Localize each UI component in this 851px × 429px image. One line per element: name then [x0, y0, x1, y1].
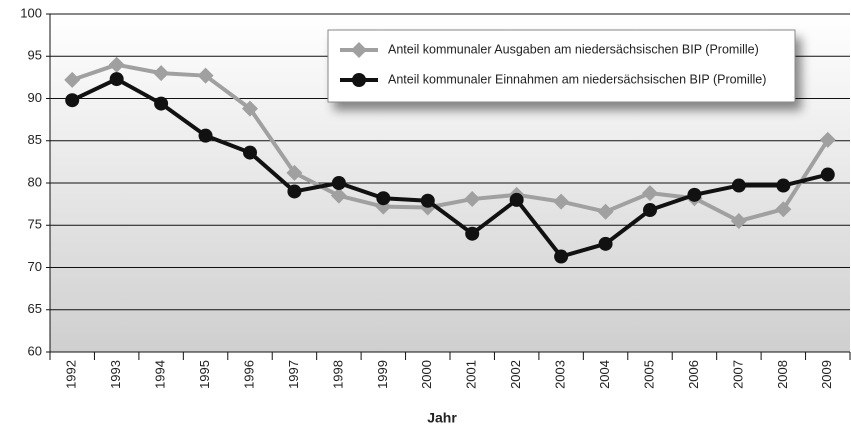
y-tick-label: 100 — [20, 5, 42, 20]
marker — [687, 187, 702, 202]
marker — [286, 164, 303, 181]
legend-box — [327, 29, 796, 103]
marker — [331, 176, 346, 190]
marker — [376, 191, 391, 206]
marker — [597, 203, 614, 220]
legend-marker — [351, 42, 367, 58]
marker — [287, 184, 302, 199]
y-tick-label: 90 — [28, 90, 42, 105]
marker — [553, 193, 570, 210]
marker — [65, 93, 80, 108]
series-line — [71, 77, 829, 259]
marker — [243, 145, 257, 160]
x-tick-label: 2007 — [730, 360, 745, 389]
y-tick-label: 60 — [28, 343, 42, 358]
marker — [109, 72, 124, 87]
legend-marker — [352, 73, 366, 87]
marker — [330, 187, 347, 204]
marker — [64, 71, 81, 88]
legend: Anteil kommunaler Ausgaben am niedersäch… — [327, 29, 796, 103]
marker — [775, 201, 792, 218]
x-tick-label: 1994 — [153, 360, 168, 389]
marker — [820, 167, 835, 182]
x-tick-label: 1992 — [64, 360, 79, 389]
marker — [776, 178, 791, 193]
marker — [643, 203, 657, 218]
x-tick-label: 1993 — [108, 360, 123, 389]
marker — [819, 131, 836, 148]
y-tick-label: 80 — [28, 174, 42, 189]
marker — [242, 100, 258, 117]
marker — [108, 56, 125, 73]
x-tick-label: 2008 — [775, 360, 790, 389]
x-tick-label: 1996 — [241, 360, 256, 389]
x-tick-label: 2005 — [641, 360, 656, 389]
x-tick-label: 2001 — [464, 360, 479, 389]
x-tick-label: 1995 — [197, 360, 212, 389]
legend-label: Anteil kommunaler Einnahmen am niedersäc… — [388, 72, 766, 86]
x-tick-label: 2000 — [419, 360, 434, 389]
marker — [197, 67, 214, 84]
marker — [420, 193, 435, 208]
marker — [154, 96, 169, 111]
x-tick-label: 1997 — [286, 360, 301, 389]
marker — [730, 213, 747, 230]
x-tick-label: 2006 — [686, 360, 701, 389]
marker — [153, 65, 170, 82]
marker — [554, 249, 569, 264]
legend-label: Anteil kommunaler Ausgaben am niedersäch… — [388, 42, 759, 56]
x-tick-label: 2003 — [553, 360, 568, 389]
marker — [464, 191, 481, 208]
x-tick-label: 1999 — [375, 360, 390, 389]
y-tick-label: 65 — [28, 301, 42, 316]
x-tick-label: 1998 — [330, 360, 345, 389]
x-tick-label: 2002 — [508, 360, 523, 389]
x-tick-label: 2009 — [819, 360, 834, 389]
y-tick-label: 70 — [28, 259, 42, 274]
marker — [465, 226, 480, 241]
y-tick-label: 85 — [28, 132, 42, 147]
y-tick-label: 75 — [28, 217, 42, 232]
marker — [731, 178, 746, 193]
marker — [509, 192, 524, 207]
x-axis-title: Jahr — [427, 410, 457, 426]
x-tick-label: 2004 — [597, 360, 612, 389]
y-tick-label: 95 — [28, 48, 42, 63]
marker — [642, 185, 658, 202]
marker — [598, 236, 613, 251]
marker — [198, 128, 213, 143]
